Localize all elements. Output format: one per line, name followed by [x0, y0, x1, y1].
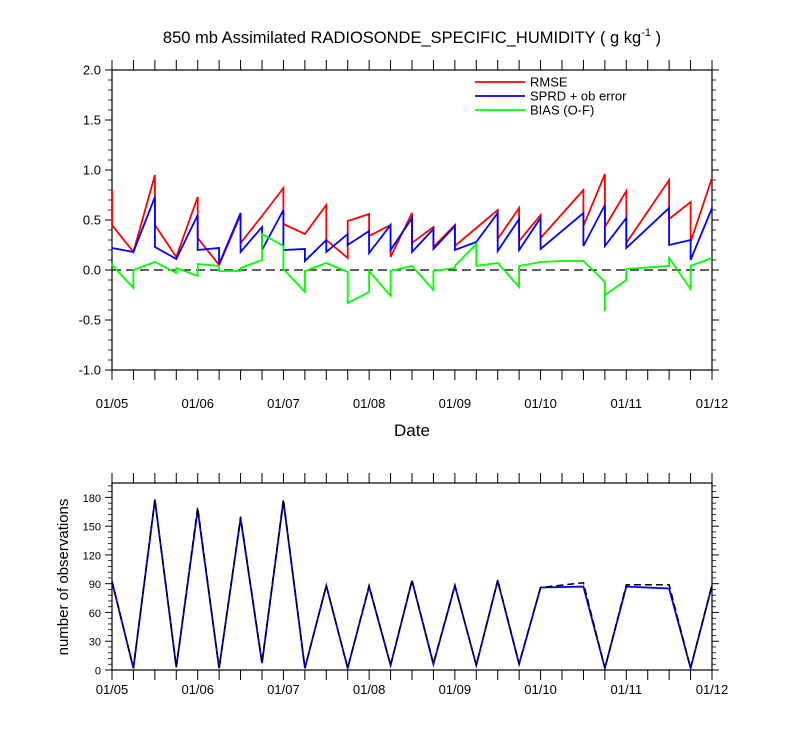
top-ytick-label: 0.0: [83, 263, 101, 278]
bottom-ytick-label: 120: [83, 550, 101, 562]
top-ytick-label: 1.0: [83, 163, 101, 178]
top-chart-title: 850 mb Assimilated RADIOSONDE_SPECIFIC_H…: [163, 27, 661, 47]
bottom-chart-plot: 0 30 60 90 120 150 180 01/05 01/06 01/07 01/08 01/0…: [83, 473, 729, 697]
bottom-ytick-label: 60: [89, 608, 101, 620]
bottom-series-observations-possible: [111, 499, 713, 672]
top-ytick-label: -1.0: [79, 363, 101, 378]
bottom-xtick-label: 01/05: [96, 682, 129, 697]
top-ytick-label: 0.5: [83, 213, 101, 228]
bottom-xtick-label: 01/09: [439, 682, 472, 697]
top-xtick-label: 01/07: [267, 396, 300, 411]
top-xtick-label: 01/12: [696, 396, 729, 411]
bottom-xtick-label: 01/12: [696, 682, 729, 697]
top-xtick-label: 01/08: [353, 396, 386, 411]
bottom-xtick-label: 01/06: [181, 682, 214, 697]
legend-label-1: RMSE: [530, 75, 568, 90]
top-series-bias-o-f-: [111, 232, 713, 311]
top-series-sprd-ob-error: [111, 196, 713, 265]
top-xtick-label: 01/09: [439, 396, 472, 411]
bottom-xtick-label: 01/07: [267, 682, 300, 697]
bottom-xtick-label: 01/08: [353, 682, 386, 697]
top-xtick-label: 01/11: [610, 396, 642, 411]
top-chart-plot: -1.0 -0.5 0.0 0.5 1.0 1.5 2.0 01/05 01/06 01/07 01…: [79, 60, 729, 411]
bottom-ytick-label: 180: [83, 493, 101, 505]
bottom-ytick-label: 90: [89, 579, 101, 591]
top-xtick-label: 01/06: [181, 396, 214, 411]
bottom-series-observations-used: [111, 500, 713, 672]
bottom-ytick-label: 150: [83, 522, 101, 534]
bottom-ytick-label: 30: [89, 637, 101, 649]
legend-label-2: SPRD + ob error: [530, 89, 627, 104]
bottom-ytick-label: 0: [95, 666, 101, 678]
top-ytick-label: 2.0: [83, 63, 101, 78]
legend-label-3: BIAS (O-F): [530, 103, 594, 118]
top-chart-xlabel: Date: [394, 421, 430, 440]
top-series-rmse: [111, 173, 713, 267]
bottom-chart-ylabel: number of observations: [55, 499, 72, 656]
bottom-xtick-label: 01/10: [524, 682, 557, 697]
bottom-plot-frame: [111, 482, 713, 671]
top-ytick-label: 1.5: [83, 113, 101, 128]
bottom-xtick-label: 01/11: [610, 682, 642, 697]
top-ytick-label: -0.5: [79, 313, 101, 328]
top-xtick-label: 01/10: [524, 396, 557, 411]
top-xtick-label: 01/05: [96, 396, 129, 411]
